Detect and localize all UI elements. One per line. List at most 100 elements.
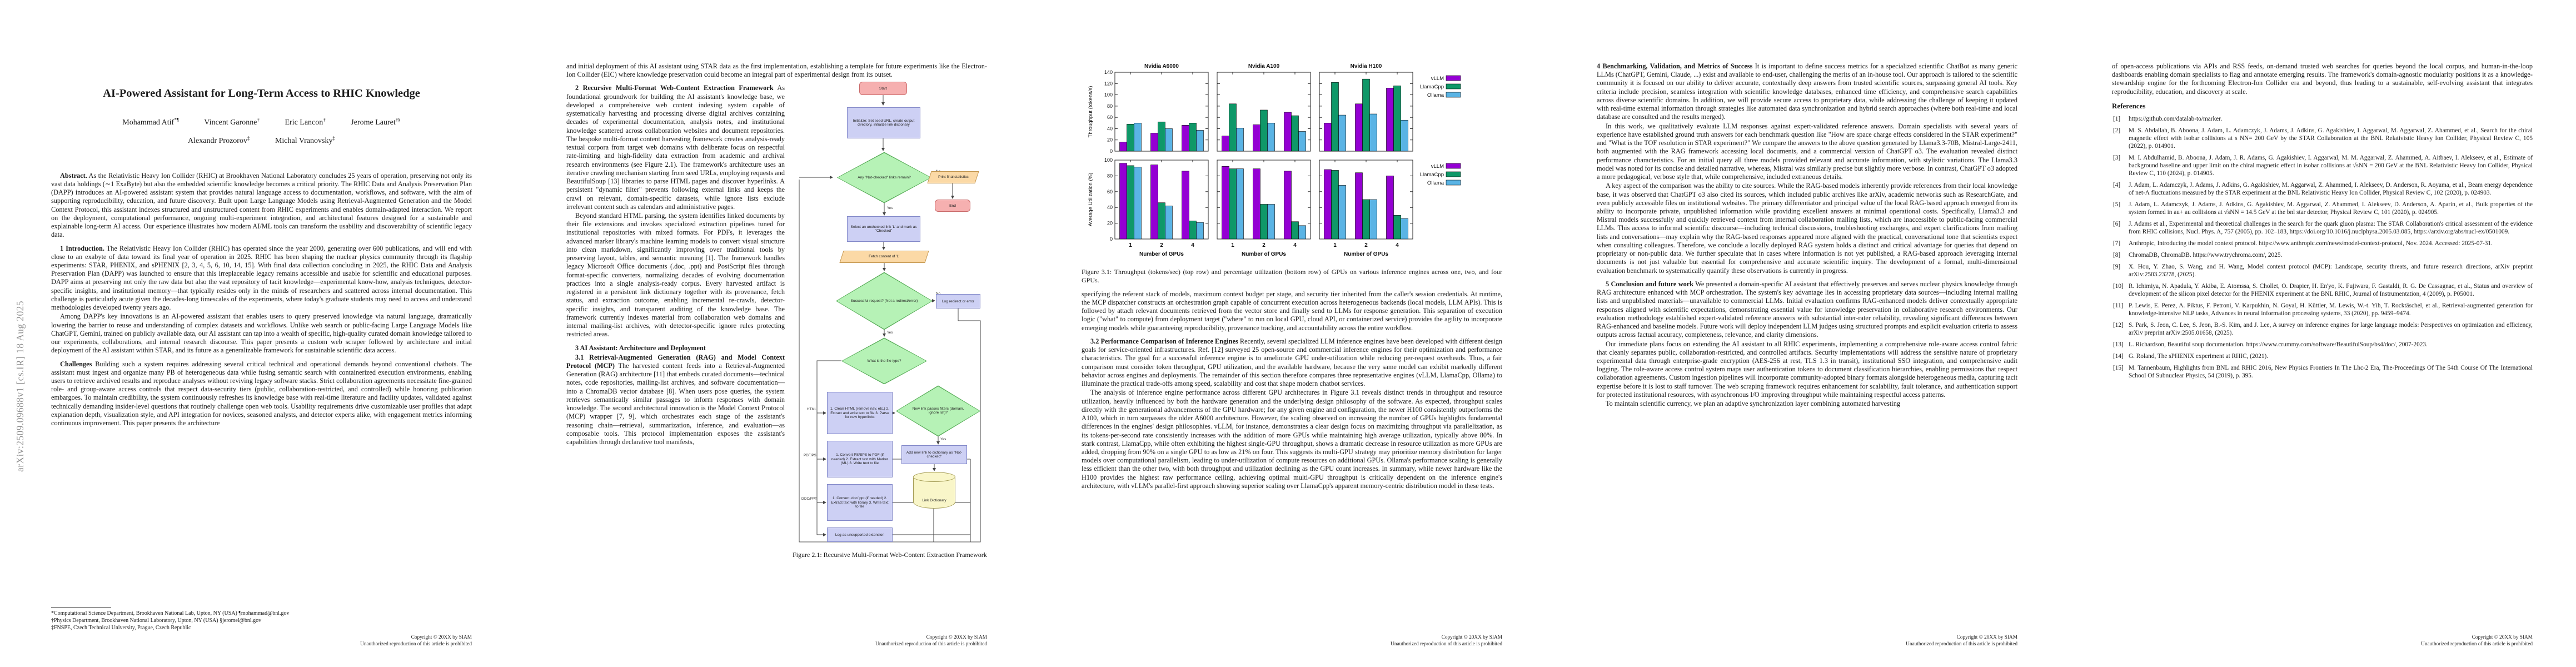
svg-text:4: 4 [1293, 242, 1297, 248]
reference-item: [6] J. Adams et al., Experimental and the… [2113, 221, 2533, 236]
section-5: 5 Conclusion and future work We presente… [1597, 280, 2017, 339]
author: Eric Lancon† [285, 117, 326, 127]
flow-fetch-content: Fetch content of 'L' [839, 251, 929, 263]
section-4: 4 Benchmarking, Validation, and Metrics … [1597, 62, 2017, 121]
abstract: Abstract. As the Relativistic Heavy Ion … [51, 171, 472, 239]
footnote: *Computational Science Department, Brook… [51, 610, 290, 616]
reference-item: [5] J. Adam, L. Adamczyk, J. Adams, J. Ad… [2113, 201, 2533, 216]
svg-text:120: 120 [1104, 81, 1113, 86]
svg-text:20: 20 [1107, 137, 1113, 143]
svg-text:LlamaCpp: LlamaCpp [1420, 172, 1444, 178]
svg-text:Ollama: Ollama [1427, 92, 1444, 98]
svg-text:80: 80 [1107, 173, 1113, 178]
figure-3-1-caption: Figure 3.1: Throughput (tokens/sec) (top… [1082, 268, 1502, 284]
section-5-paragraph-2: Our immediate plans focus on extending t… [1597, 340, 2017, 399]
svg-text:Nvidia A6000: Nvidia A6000 [1144, 63, 1179, 69]
arxiv-watermark: arXiv:2509.09688v1 [cs.IR] 18 Aug 2025 [14, 301, 26, 472]
page-footer: Copyright © 20XX by SIAM Unauthorized re… [1906, 634, 2017, 648]
section-5-paragraph-3: To maintain scientific currency, we plan… [1606, 400, 1900, 408]
svg-text:1: 1 [1231, 242, 1234, 248]
reference-item: [12] S. Park, S. Jeon, C. Lee, S. Jeon, B… [2113, 322, 2533, 337]
section-3-2: 3.2 Performance Comparison of Inference … [1082, 337, 1503, 388]
page-2: and initial deployment of this AI assist… [515, 0, 1030, 667]
figure-2-1: Start Initialize: Set seed URL, create o… [793, 81, 987, 559]
paper-title: AI-Powered Assistant for Long-Term Acces… [103, 87, 420, 99]
svg-text:4: 4 [1191, 242, 1194, 248]
reference-item: [7] Anthropic, Introducing the model cont… [2113, 240, 2493, 247]
flow-select-link: Select an unchecked link 'L' and mark as… [847, 216, 920, 242]
author-row-1: Mohammad Atif*¶ Vincent Garonne† Eric La… [51, 117, 472, 128]
reference-item: [3] M. I. Abdulhamid, B. Aboona, J. Adam,… [2113, 155, 2533, 177]
author-row-2: Alexandr Prozorov‡ Michal Vranovsky‡ [51, 136, 472, 146]
flowchart: Start Initialize: Set seed URL, create o… [793, 81, 987, 547]
flow-end: End [935, 200, 970, 212]
flow-log-unsupported: Log as unsupported extension [827, 527, 893, 542]
reference-item: [14] G. Roland, The sPHENIX experiment at… [2113, 353, 2269, 360]
page-footer: Copyright © 20XX by SIAM Unauthorized re… [1391, 634, 1502, 648]
flow-label-yes: Yes [940, 437, 946, 442]
svg-text:140: 140 [1104, 69, 1113, 75]
reference-item: [10] R. Ichimiya, N. Apadula, Y. Akiba, E… [2113, 283, 2533, 298]
reference-item: [4] J. Adam, L. Adamczyk, J. Adams, J. Ad… [2113, 182, 2533, 197]
flow-label-yes: Yes [887, 331, 893, 335]
flow-label-doc: DOC/PPT [801, 497, 817, 501]
page-1: arXiv:2509.09688v1 [cs.IR] 18 Aug 2025 A… [0, 0, 515, 667]
section-2-paragraph-2: Beyond standard HTML parsing, the system… [566, 211, 785, 339]
author: Mohammad Atif*¶ [122, 117, 179, 127]
flow-label-no: No [936, 292, 940, 296]
footnote-rule [51, 607, 111, 608]
svg-text:2: 2 [1160, 242, 1163, 248]
flow-process-pdf: 1. Convert PS/EPS to PDF (if needed) 2. … [827, 441, 893, 478]
svg-text:Average Utilization (%): Average Utilization (%) [1088, 173, 1094, 226]
svg-text:Throughput (tokens/s): Throughput (tokens/s) [1088, 86, 1094, 138]
author: Jerome Lauret†§ [351, 117, 401, 127]
figure-2-1-caption: Figure 2.1: Recursive Multi-Format Web-C… [793, 551, 987, 559]
page-footer: Copyright © 20XX by SIAM Unauthorized re… [2421, 634, 2533, 648]
page-footer: Copyright © 20XX by SIAM Unauthorized re… [875, 634, 987, 648]
flow-process-html: 1. Clean HTML (remove nav, etc.) 2. Extr… [827, 392, 893, 435]
svg-text:40: 40 [1107, 205, 1113, 210]
flow-label-html: HTML [807, 407, 817, 412]
section-3-1: 3.1 Retrieval-Augmented Generation (RAG)… [566, 353, 785, 446]
section-4-paragraph-2: In this work, we qualitatively evaluate … [1597, 122, 2017, 181]
reference-item: [15] M. Tannenbaum, Highlights from BNL a… [2113, 365, 2533, 380]
svg-text:20: 20 [1107, 221, 1113, 226]
reference-item: [2] M. S. Abdallah, B. Aboona, J. Adam, L… [2113, 127, 2533, 150]
svg-text:60: 60 [1107, 115, 1113, 120]
svg-text:vLLM: vLLM [1431, 163, 1444, 170]
flow-add-link: Add new link to dictionary as "Not-check… [901, 445, 967, 465]
flow-log-error: Log redirect or error [936, 294, 980, 309]
section-1-introduction: 1 Introduction. The Relativistic Heavy I… [51, 244, 472, 312]
flow-link-dictionary: Link Dictionary [913, 472, 955, 509]
section-4-paragraph-3: A key aspect of the comparison was the a… [1597, 182, 2017, 275]
svg-text:100: 100 [1104, 157, 1113, 163]
author: Michal Vranovsky‡ [275, 135, 335, 146]
reference-item: [8] ChromaDB, ChromaDB. https://www.trych… [2113, 252, 2283, 259]
introduction-paragraph-2: Among DAPP's key innovations is an AI-po… [51, 312, 472, 355]
references-heading: References [2112, 101, 2146, 110]
challenges-paragraph: Challenges Building such a system requir… [51, 360, 472, 427]
reference-list: [1] https://github.com/datalab-to/marker.… [2112, 115, 2533, 380]
flow-process-doc: 1. Convert .doc/.ppt (if needed) 2. Extr… [827, 484, 893, 521]
section-3-2-analysis: The analysis of inference engine perform… [1082, 389, 1502, 490]
section-2: 2 Recursive Multi-Format Web-Content Ext… [566, 84, 785, 211]
abstract-label: Abstract. [60, 171, 87, 180]
svg-text:40: 40 [1107, 126, 1113, 131]
reference-item: [9] X. Hou, Y. Zhao, S. Wang, and H. Wang… [2113, 263, 2533, 278]
reference-item: [13] L. Richardson, Beautiful soup docume… [2113, 341, 2428, 349]
svg-text:0: 0 [1110, 148, 1113, 154]
flow-initialize: Initialize: Set seed URL, create output … [847, 107, 920, 139]
flow-print-statistics: Print final statistics [927, 171, 979, 184]
footnote: †Physics Department, Brookhaven National… [51, 618, 262, 624]
svg-text:LlamaCpp: LlamaCpp [1420, 84, 1444, 90]
svg-text:80: 80 [1107, 103, 1113, 109]
svg-text:100: 100 [1104, 92, 1113, 98]
page-5: of open-access publications via APIs and… [2061, 0, 2576, 667]
svg-text:2: 2 [1262, 242, 1265, 248]
footnote: ‡FNSPE, Czech Technical University, Prag… [51, 625, 191, 631]
section-3-heading: 3 AI Assistant: Architecture and Deploym… [575, 344, 706, 352]
author: Alexandr Prozorov‡ [188, 135, 250, 146]
flow-label-yes: Yes [887, 206, 893, 211]
svg-text:Number of GPUs: Number of GPUs [1139, 251, 1184, 257]
